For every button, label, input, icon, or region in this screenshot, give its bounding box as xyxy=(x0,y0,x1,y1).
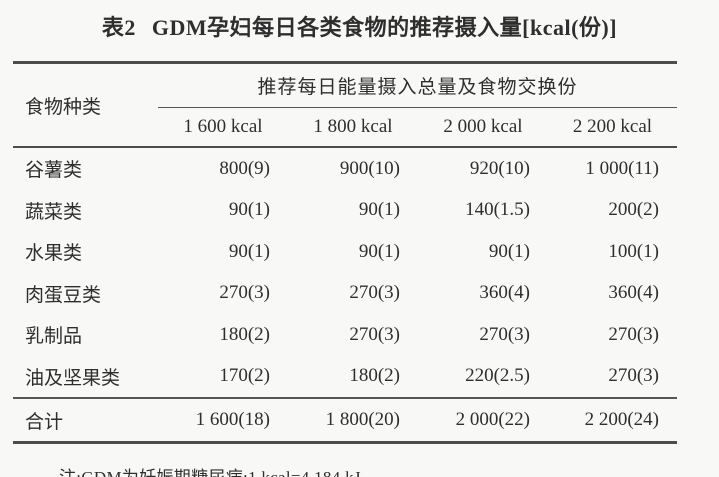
cell-value: 170(2) xyxy=(158,355,288,399)
column-header-2200kcal: 2 200 kcal xyxy=(548,107,678,148)
cell-value: 270(3) xyxy=(349,282,400,304)
cell-value: 180(2) xyxy=(288,355,418,399)
cell-value: 90(1) xyxy=(358,240,400,262)
cell-value: 200(2) xyxy=(608,199,660,221)
cell-value: 180(2) xyxy=(219,323,270,345)
column-header-1600kcal: 1 600 kcal xyxy=(158,107,288,148)
table-title: 表2 GDM孕妇每日各类食物的推荐摄入量[kcal(份)] xyxy=(0,0,719,43)
table-row-oils-nuts: 油及坚果类 170(2) 180(2) 220(2.5) 270(3) xyxy=(13,355,678,399)
row-label: 肉蛋豆类 xyxy=(25,284,102,306)
cell-value: 270(3) xyxy=(608,323,660,345)
row-label: 谷薯类 xyxy=(25,160,83,182)
row-label: 乳制品 xyxy=(25,326,83,348)
table-row-meat-egg-bean: 肉蛋豆类 270(3) 270(3) 360(4) 360(4) xyxy=(13,273,677,315)
cell-value: 90(1) xyxy=(228,240,270,262)
cell-value: 90(1) xyxy=(488,240,530,262)
cell-value: 800(9) xyxy=(219,157,270,179)
food-intake-table: 食物种类 推荐每日能量摄入总量及食物交换份 1 600 kcal 1 800 k… xyxy=(13,61,678,444)
cell-value: 1 000(11) xyxy=(585,157,660,179)
row-label: 水果类 xyxy=(25,243,83,265)
cell-value: 90(1) xyxy=(228,199,270,221)
table-row-fruits: 水果类 90(1) 90(1) 90(1) 100(1) xyxy=(13,231,677,273)
header-row-kcal: 1 600 kcal 1 800 kcal 2 000 kcal 2 200 k… xyxy=(13,107,678,148)
cell-total-value: 1 800(20) xyxy=(325,409,400,430)
table-number: 表2 xyxy=(101,15,136,40)
column-header-food-type: 食物种类 xyxy=(13,62,158,148)
cell-total-value: 2 000(22) xyxy=(455,409,530,430)
table-footnote: 注:GDM为妊娠期糖尿病;1 kcal=4.184 kJ xyxy=(59,463,719,477)
header-row-spanner: 食物种类 推荐每日能量摄入总量及食物交换份 xyxy=(13,62,678,148)
cell-value: 100(1) xyxy=(608,240,660,262)
cell-value: 900(10) xyxy=(339,157,400,179)
cell-value: 140(1.5) xyxy=(465,199,530,221)
cell-value: 270(3) xyxy=(548,355,678,399)
cell-value: 270(3) xyxy=(479,323,530,345)
table-row-grains: 谷薯类 800(9) 900(10) 920(10) 1 000(11) xyxy=(13,147,677,190)
table-caption: GDM孕妇每日各类食物的推荐摄入量[kcal(份)] xyxy=(151,15,618,40)
table-row-total: 合计 1 600(18) 1 800(20) 2 000(22) 2 200(2… xyxy=(13,398,677,443)
cell-value: 270(3) xyxy=(349,323,400,345)
cell-total-value: 2 200(24) xyxy=(584,409,660,430)
cell-value: 920(10) xyxy=(469,157,530,179)
table-row-vegetables: 蔬菜类 90(1) 90(1) 140(1.5) 200(2) xyxy=(13,190,677,232)
cell-total-value: 1 600(18) xyxy=(195,409,270,430)
column-group-header: 推荐每日能量摄入总量及食物交换份 xyxy=(158,62,678,108)
cell-value: 360(4) xyxy=(608,282,660,304)
cell-value: 220(2.5) xyxy=(418,355,548,399)
column-header-2000kcal: 2 000 kcal xyxy=(418,107,548,148)
row-label-total: 合计 xyxy=(25,411,64,433)
row-label: 油及坚果类 xyxy=(13,355,158,399)
cell-value: 270(3) xyxy=(219,282,270,304)
row-label: 蔬菜类 xyxy=(25,201,83,223)
cell-value: 90(1) xyxy=(358,199,400,221)
column-header-1800kcal: 1 800 kcal xyxy=(288,107,418,148)
table-row-dairy: 乳制品 180(2) 270(3) 270(3) 270(3) xyxy=(13,314,677,356)
cell-value: 360(4) xyxy=(479,282,530,304)
